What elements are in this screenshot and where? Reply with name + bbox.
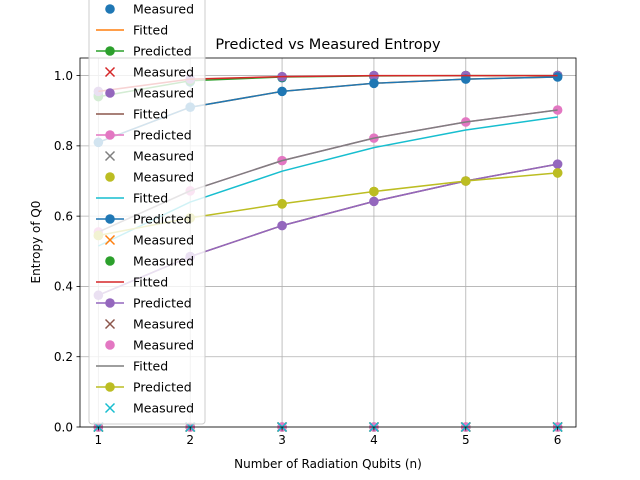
- legend-label: Fitted: [133, 191, 168, 206]
- legend-item: Predicted: [96, 380, 192, 395]
- legend-marker: [104, 150, 116, 162]
- legend-item: Predicted: [96, 128, 192, 143]
- legend-marker: [104, 318, 116, 330]
- legend-label: Measured: [133, 149, 194, 164]
- legend-item: Measured: [105, 2, 194, 17]
- data-point: [460, 176, 471, 186]
- y-tick-label: 0.6: [54, 209, 73, 223]
- legend-label: Fitted: [133, 107, 168, 122]
- legend-marker: [105, 382, 115, 392]
- legend-item: Fitted: [96, 359, 168, 374]
- legend-item: Measured: [104, 401, 194, 416]
- data-point: [552, 159, 563, 169]
- legend-label: Predicted: [133, 380, 192, 395]
- chart-title: Predicted vs Measured Entropy: [215, 37, 441, 53]
- legend-marker-stroke-b: [104, 150, 116, 162]
- x-axis-label: Number of Radiation Qubits (n): [234, 457, 422, 471]
- data-point: [460, 74, 471, 84]
- legend-item: Predicted: [96, 212, 192, 227]
- legend-label: Measured: [133, 2, 194, 17]
- data-point: [369, 186, 379, 197]
- legend-label: Measured: [133, 317, 194, 332]
- legend-marker: [105, 4, 115, 14]
- y-tick-label: 0.8: [54, 139, 73, 153]
- legend-marker: [104, 234, 116, 246]
- legend-item: Measured: [105, 86, 194, 101]
- y-tick-label: 1.0: [54, 69, 73, 83]
- x-tick-label: 1: [95, 433, 103, 447]
- legend-label: Fitted: [133, 359, 168, 374]
- legend-marker-stroke-b: [104, 66, 116, 78]
- legend-label: Fitted: [133, 23, 168, 38]
- legend-marker: [104, 402, 116, 414]
- data-point: [277, 199, 287, 209]
- legend-item: Measured: [104, 317, 194, 332]
- y-axis-label: Entropy of Q0: [29, 201, 43, 284]
- data-point: [369, 78, 379, 89]
- legend-item: Predicted: [96, 44, 192, 59]
- legend-marker-stroke-b: [104, 318, 116, 330]
- data-point: [552, 105, 563, 115]
- legend-marker: [105, 340, 115, 350]
- legend-item: Predicted: [96, 296, 192, 311]
- legend-item: Measured: [104, 149, 194, 164]
- legend-marker: [104, 66, 116, 78]
- data-point: [369, 196, 379, 207]
- legend-marker: [105, 172, 115, 182]
- legend-item: Fitted: [96, 275, 168, 290]
- legend-item: Measured: [104, 65, 194, 80]
- data-point: [277, 220, 287, 231]
- legend-item: Measured: [105, 170, 194, 185]
- legend-item: Fitted: [96, 191, 168, 206]
- legend-marker: [105, 88, 115, 98]
- legend-marker: [105, 298, 115, 308]
- legend-item: Fitted: [96, 23, 168, 38]
- legend-label: Predicted: [133, 44, 192, 59]
- legend: Measured Fitted Predicted Measured Measured F…: [88, 0, 206, 425]
- legend-item: Measured: [105, 338, 194, 353]
- data-point: [552, 168, 563, 178]
- x-tick-label: 5: [462, 433, 470, 447]
- y-tick-label: 0.4: [54, 280, 73, 294]
- legend-label: Measured: [133, 401, 194, 416]
- x-tick-label: 3: [278, 433, 286, 447]
- legend-box: [88, 0, 206, 425]
- legend-label: Measured: [133, 254, 194, 269]
- data-point: [277, 86, 287, 97]
- legend-label: Measured: [133, 338, 194, 353]
- legend-label: Predicted: [133, 212, 192, 227]
- legend-label: Measured: [133, 65, 194, 80]
- legend-marker: [105, 214, 115, 224]
- x-tick-label: 6: [554, 433, 562, 447]
- x-tick-label: 4: [370, 433, 378, 447]
- legend-label: Predicted: [133, 296, 192, 311]
- plot-frame: [79, 57, 577, 428]
- x-tick-label: 2: [186, 433, 194, 447]
- legend-marker-stroke-b: [104, 402, 116, 414]
- y-tick-label: 0.0: [54, 420, 73, 434]
- legend-item: Measured: [104, 233, 194, 248]
- legend-marker: [105, 256, 115, 266]
- legend-label: Predicted: [133, 128, 192, 143]
- ticks: 1 2 3 4 5 6 0.0 0.2 0.4 0.6 0.8 1.0: [54, 69, 562, 447]
- legend-label: Measured: [133, 233, 194, 248]
- legend-label: Measured: [133, 170, 194, 185]
- y-tick-label: 0.2: [54, 350, 73, 364]
- legend-label: Measured: [133, 86, 194, 101]
- data-point: [552, 72, 563, 82]
- legend-item: Measured: [105, 254, 194, 269]
- legend-label: Fitted: [133, 275, 168, 290]
- legend-marker: [105, 130, 115, 140]
- legend-marker-stroke-b: [104, 234, 116, 246]
- legend-marker: [105, 46, 115, 56]
- legend-item: Fitted: [96, 107, 168, 122]
